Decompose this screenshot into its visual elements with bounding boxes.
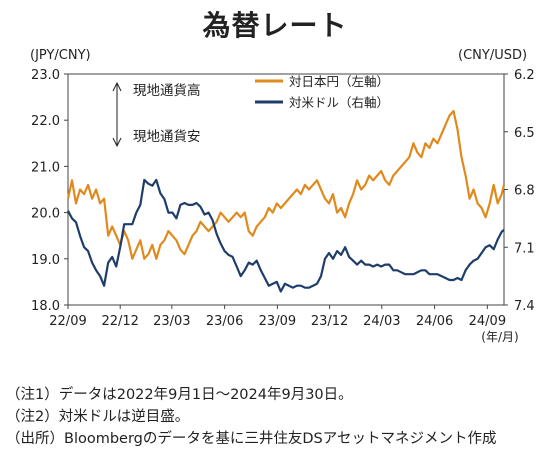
notes: （注1）データは2022年9月1日～2024年9月30日。 （注2）対米ドルは逆… [6, 384, 496, 450]
x-axis-tick-label: 24/03 [363, 314, 400, 329]
x-axis-tick-label: 23/09 [259, 314, 296, 329]
left-axis-tick-label: 23.0 [31, 68, 60, 83]
chart-title: 為替レート [202, 9, 348, 42]
right-axis-tick-label: 7.1 [514, 241, 535, 256]
annotation-currency-high: 現地通貨高 [133, 82, 201, 99]
x-axis-tick-label: 23/12 [311, 314, 348, 329]
legend-label-usd: 対米ドル（右軸） [289, 95, 389, 110]
left-axis-unit: (JPY/CNY) [30, 48, 91, 63]
right-axis-tick-label: 6.2 [514, 68, 535, 83]
x-axis-tick-label: 23/03 [153, 314, 190, 329]
left-axis-tick-label: 18.0 [31, 299, 60, 314]
x-axis-tick-label: 22/09 [49, 314, 86, 329]
note-2: （注2）対米ドルは逆目盛。 [6, 409, 190, 425]
right-axis-tick-label: 6.8 [514, 184, 535, 199]
plot-frame [67, 73, 505, 306]
exchange-rate-chart: 18.0 19.0 20.0 21.0 22.0 23.0 6.2 6.5 6.8 7.1 7.4 2… [31, 68, 535, 344]
x-axis-tick-label: 23/06 [206, 314, 243, 329]
series-line-usd [67, 178, 505, 293]
x-axis-unit-label: (年/月) [481, 330, 518, 344]
right-axis-tick-label: 6.5 [514, 126, 535, 141]
series-line-jpy [66, 109, 506, 260]
x-axis-tick-label: 22/12 [101, 314, 138, 329]
x-axis-tick-label: 24/09 [469, 314, 506, 329]
right-axis-unit: (CNY/USD) [458, 48, 528, 63]
left-axis-tick-label: 21.0 [31, 160, 60, 175]
left-axis-tick-label: 22.0 [31, 114, 60, 129]
left-axis-tick-label: 20.0 [31, 207, 60, 222]
annotation-arrow-up-head [112, 81, 122, 92]
right-axis-tick-label: 7.4 [514, 299, 535, 314]
annotation-arrow-down-head [112, 137, 122, 148]
note-1: （注1）データは2022年9月1日～2024年9月30日。 [6, 387, 353, 403]
left-axis-tick-label: 19.0 [31, 253, 60, 268]
legend-label-jpy: 対日本円（左軸） [289, 74, 389, 89]
x-axis-tick-label: 24/06 [416, 314, 453, 329]
source-note: （出所）Bloombergのデータを基に三井住友DSアセットマネジメント作成 [6, 431, 497, 447]
annotation-currency-low: 現地通貨安 [133, 128, 201, 145]
